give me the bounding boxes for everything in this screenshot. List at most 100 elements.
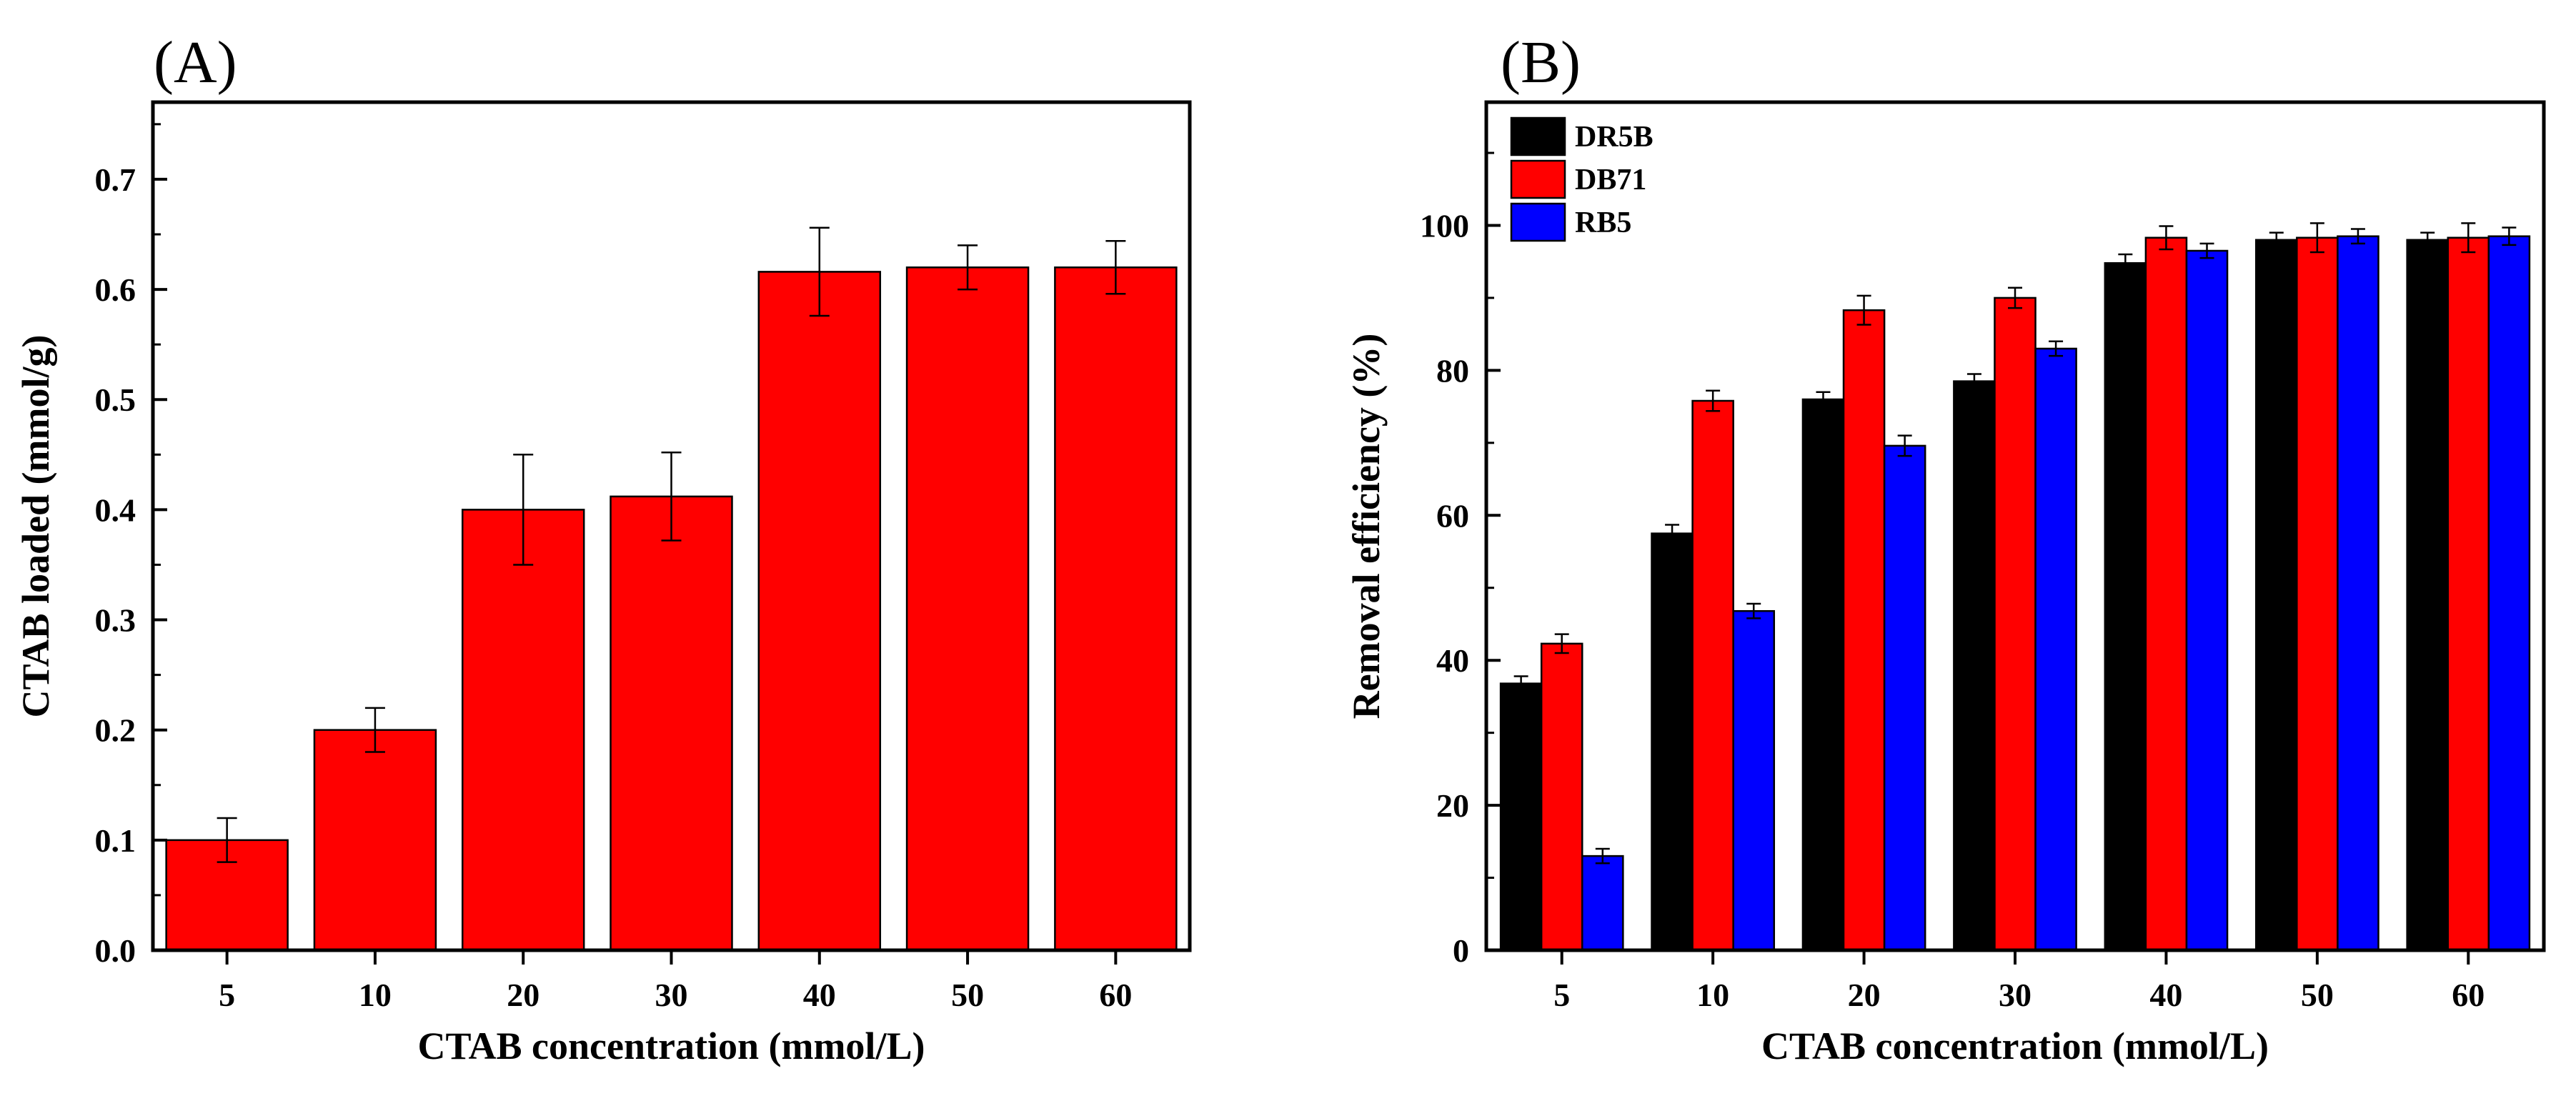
y-axis-title: Removal efficiency (%): [1345, 334, 1388, 719]
legend-swatch-rb5: [1510, 202, 1566, 242]
error-bar-ctab-loaded-50: [958, 244, 978, 291]
legend-label-db71: DB71: [1575, 164, 1646, 196]
y-tick-label: 80: [1436, 352, 1469, 389]
error-bar-db71-40: [2159, 225, 2174, 251]
error-bar-ctab-loaded-10: [364, 707, 385, 753]
error-bar-rb5-20: [1897, 434, 1912, 457]
y-tick-label: 0.0: [95, 932, 136, 969]
legend-label-rb5: RB5: [1575, 206, 1631, 239]
bar-ctab-loaded-60: [1054, 266, 1178, 952]
error-bar-dr5b-40: [2118, 253, 2133, 273]
legend: DR5B DB71 RB5: [1510, 116, 1653, 242]
y-tick-label: 0.6: [95, 271, 136, 308]
bar-dr5b-40: [2104, 261, 2147, 952]
bar-rb5-30: [2034, 347, 2077, 952]
chart-panel-a: (A) 0.0 0.1 0.2 0.3 0.4 0.5 0.6 0.7 5 10 20 30 40 50 60…: [14, 29, 1192, 1067]
y-axis-title: CTAB loaded (mmol/g): [14, 335, 57, 718]
bar-rb5-50: [2337, 235, 2379, 952]
x-tick-label: 20: [1848, 977, 1881, 1013]
bar-dr5b-50: [2254, 239, 2298, 952]
error-bar-rb5-5: [1595, 847, 1610, 865]
error-bar-ctab-loaded-30: [661, 451, 682, 542]
error-bar-db71-60: [2461, 222, 2476, 254]
error-bar-dr5b-20: [1816, 391, 1831, 408]
bar-dr5b-60: [2406, 239, 2449, 952]
x-tick-label: 10: [359, 977, 392, 1013]
y-tick-label: 0.5: [95, 382, 136, 418]
bar-ctab-loaded-40: [757, 271, 882, 952]
error-bar-dr5b-60: [2420, 231, 2435, 249]
x-tick-label: 60: [1099, 977, 1132, 1013]
error-bar-db71-20: [1856, 294, 1871, 326]
error-bar-dr5b-10: [1665, 524, 1680, 544]
legend-swatch-dr5b: [1510, 116, 1566, 156]
y-tick-label: 40: [1436, 642, 1469, 679]
error-bar-ctab-loaded-5: [217, 817, 237, 863]
error-bar-rb5-40: [2199, 242, 2214, 259]
error-bar-db71-30: [2008, 287, 2022, 309]
bar-db71-30: [1994, 297, 2037, 952]
y-tick-label: 0.2: [95, 712, 136, 749]
x-tick-label: 60: [2452, 977, 2485, 1013]
bar-rb5-10: [1732, 609, 1776, 952]
x-tick-label: 5: [219, 977, 235, 1013]
y-tick-label: 0.1: [95, 822, 136, 859]
error-bar-db71-10: [1706, 389, 1721, 412]
bar-ctab-loaded-50: [905, 266, 1030, 952]
bar-db71-50: [2296, 236, 2339, 952]
error-bar-rb5-50: [2350, 228, 2365, 245]
panel-label: (A): [154, 29, 237, 96]
error-bar-ctab-loaded-40: [809, 226, 830, 317]
error-bar-ctab-loaded-20: [513, 454, 534, 566]
bar-rb5-40: [2185, 249, 2229, 952]
bar-dr5b-20: [1801, 398, 1845, 952]
legend-swatch-db71: [1510, 159, 1566, 199]
bar-dr5b-10: [1651, 532, 1694, 952]
bar-dr5b-30: [1953, 380, 1996, 952]
error-bar-rb5-30: [2049, 340, 2064, 357]
y-tick-label: 0.4: [95, 492, 136, 528]
bar-ctab-loaded-30: [610, 495, 733, 952]
y-tick-label: 0: [1453, 932, 1469, 969]
x-tick-label: 20: [507, 977, 539, 1013]
x-tick-label: 50: [2301, 977, 2334, 1013]
x-tick-label: 10: [1696, 977, 1729, 1013]
x-tick-label: 40: [803, 977, 836, 1013]
x-axis-title: CTAB concentration (mmol/L): [418, 1025, 925, 1067]
bar-ctab-loaded-20: [461, 509, 585, 952]
x-tick-label: 40: [2149, 977, 2182, 1013]
error-bar-ctab-loaded-60: [1105, 239, 1126, 295]
y-tick-label: 20: [1436, 787, 1469, 824]
bar-ctab-loaded-10: [313, 729, 437, 952]
error-bar-dr5b-50: [2269, 231, 2284, 249]
x-tick-label: 5: [1553, 977, 1570, 1013]
bar-rb5-20: [1883, 444, 1926, 952]
bar-db71-10: [1691, 399, 1734, 952]
x-tick-label: 50: [951, 977, 984, 1013]
error-bar-dr5b-5: [1513, 675, 1528, 692]
panel-label: (B): [1501, 29, 1581, 96]
bar-db71-60: [2447, 236, 2490, 952]
error-bar-rb5-60: [2502, 226, 2517, 246]
y-tick-label: 0.7: [95, 161, 136, 198]
bar-rb5-5: [1581, 855, 1624, 952]
error-bar-db71-50: [2309, 222, 2324, 254]
bar-db71-5: [1540, 642, 1583, 952]
x-tick-label: 30: [655, 977, 688, 1013]
chart-panel-b: (B) 0 20 40 60 80 100 5 10 20 30 40 50 60 CTAB concent…: [1345, 29, 2546, 1067]
bar-dr5b-5: [1499, 682, 1543, 952]
y-tick-label: 100: [1420, 207, 1469, 244]
bar-db71-20: [1842, 309, 1886, 952]
y-tick-label: 60: [1436, 497, 1469, 534]
bar-rb5-60: [2487, 235, 2531, 952]
x-tick-label: 30: [1999, 977, 2032, 1013]
error-bar-rb5-10: [1746, 602, 1761, 619]
x-axis-title: CTAB concentration (mmol/L): [1761, 1025, 2269, 1067]
bar-db71-40: [2144, 236, 2188, 952]
error-bar-dr5b-30: [1966, 373, 1981, 389]
legend-label-dr5b: DR5B: [1575, 121, 1653, 154]
y-tick-label: 0.3: [95, 602, 136, 639]
error-bar-db71-5: [1554, 633, 1569, 654]
